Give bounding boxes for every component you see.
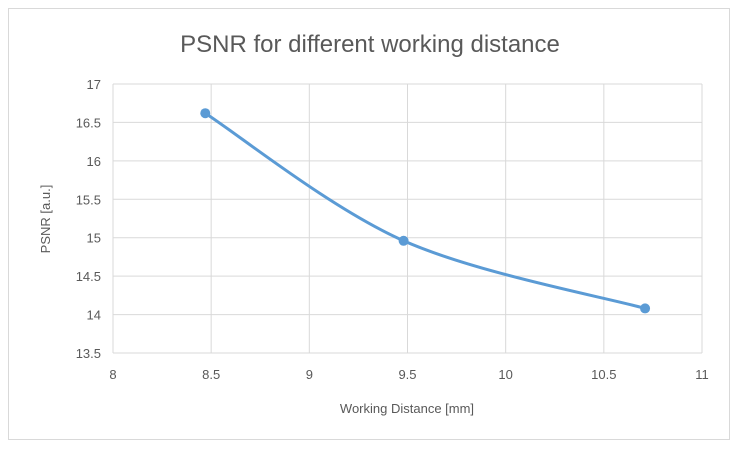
- chart-title: PSNR for different working distance: [180, 31, 560, 58]
- data-points: [200, 108, 651, 314]
- y-tick-label: 16: [87, 154, 101, 169]
- y-tick-label: 17: [87, 77, 101, 92]
- y-tick-label: 14: [87, 308, 101, 323]
- y-tick-label: 15.5: [76, 192, 101, 207]
- y-tick-label: 14.5: [76, 269, 101, 284]
- y-axis-ticks: 13.5 14 14.5 15 15.5 16 16.5 17: [76, 77, 101, 361]
- x-tick-label: 10.5: [591, 367, 616, 382]
- x-axis-label: Working Distance [mm]: [340, 401, 474, 416]
- gridlines: [112, 83, 703, 354]
- x-tick-label: 9: [306, 367, 313, 382]
- data-point: [200, 108, 211, 119]
- data-point: [640, 303, 651, 314]
- x-tick-label: 11: [695, 367, 709, 382]
- x-axis-ticks: 8 8.5 9 9.5 10 10.5 11: [109, 367, 708, 382]
- y-tick-label: 15: [87, 231, 101, 246]
- x-tick-label: 9.5: [398, 367, 416, 382]
- x-tick-label: 8.5: [202, 367, 220, 382]
- y-axis-label: PSNR [a.u.]: [38, 185, 53, 254]
- series-line: [204, 111, 646, 310]
- data-point: [398, 235, 409, 246]
- y-tick-label: 16.5: [76, 115, 101, 130]
- x-tick-label: 10: [498, 367, 512, 382]
- y-tick-label: 13.5: [76, 346, 101, 361]
- x-tick-label: 8: [109, 367, 116, 382]
